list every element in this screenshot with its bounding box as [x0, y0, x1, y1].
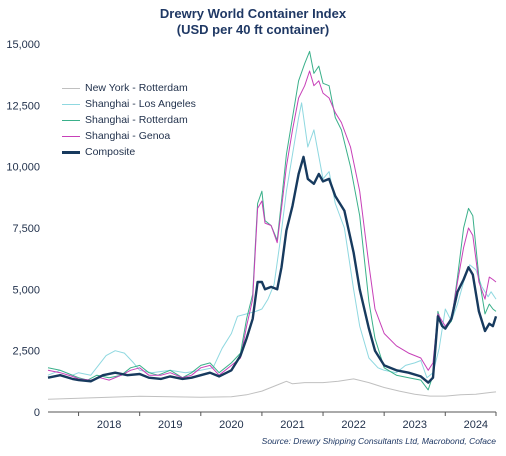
chart-title: Drewry World Container Index — [159, 6, 347, 21]
legend-swatch — [62, 119, 80, 121]
legend-swatch — [62, 103, 80, 105]
legend-swatch — [62, 150, 80, 154]
legend-item: Composite — [62, 144, 196, 160]
legend-label: Shanghai - Genoa — [85, 130, 171, 142]
x-tick-label: 2024 — [464, 419, 488, 431]
legend-item: Shanghai - Rotterdam — [62, 112, 196, 128]
y-tick-label: 15,000 — [6, 39, 40, 51]
y-tick-label: 12,500 — [6, 100, 40, 112]
y-tick-label: 10,000 — [6, 162, 40, 174]
x-tick-label: 2023 — [402, 419, 426, 431]
series-line — [47, 102, 497, 379]
source-note: Source: Drewry Shipping Consultants Ltd,… — [261, 436, 496, 446]
y-tick-label: 5,000 — [12, 284, 40, 296]
y-tick-label: 7,500 — [12, 223, 40, 235]
legend-item: New York - Rotterdam — [62, 80, 196, 96]
series-line — [47, 70, 497, 381]
x-tick-label: 2018 — [97, 419, 121, 431]
series-line — [47, 155, 498, 384]
x-tick-label: 2020 — [219, 419, 243, 431]
legend-swatch — [62, 135, 80, 137]
legend-label: New York - Rotterdam — [85, 82, 188, 94]
chart-legend: New York - Rotterdam Shanghai - Los Angel… — [62, 80, 196, 160]
legend-item: Shanghai - Genoa — [62, 128, 196, 144]
series-line — [47, 378, 497, 400]
x-tick-label: 2019 — [158, 419, 182, 431]
legend-label: Composite — [85, 146, 136, 158]
legend-item: Shanghai - Los Angeles — [62, 96, 196, 112]
legend-label: Shanghai - Rotterdam — [85, 114, 188, 126]
chart-title-block: Drewry World Container Index (USD per 40… — [0, 6, 506, 38]
y-tick-label: 0 — [34, 407, 40, 419]
x-tick-label: 2021 — [280, 419, 304, 431]
legend-swatch — [62, 87, 80, 89]
x-tick-label: 2022 — [341, 419, 365, 431]
chart-subtitle: (USD per 40 ft container) — [176, 22, 330, 37]
y-tick-label: 2,500 — [12, 346, 40, 358]
legend-label: Shanghai - Los Angeles — [85, 98, 196, 110]
